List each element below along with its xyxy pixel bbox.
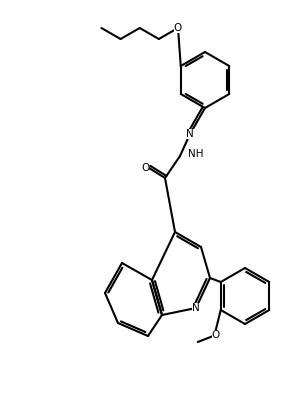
Text: N: N bbox=[186, 129, 194, 139]
Text: O: O bbox=[212, 330, 220, 340]
Text: NH: NH bbox=[188, 149, 203, 159]
Text: N: N bbox=[192, 303, 200, 313]
Text: O: O bbox=[174, 23, 182, 33]
Text: O: O bbox=[141, 163, 149, 173]
